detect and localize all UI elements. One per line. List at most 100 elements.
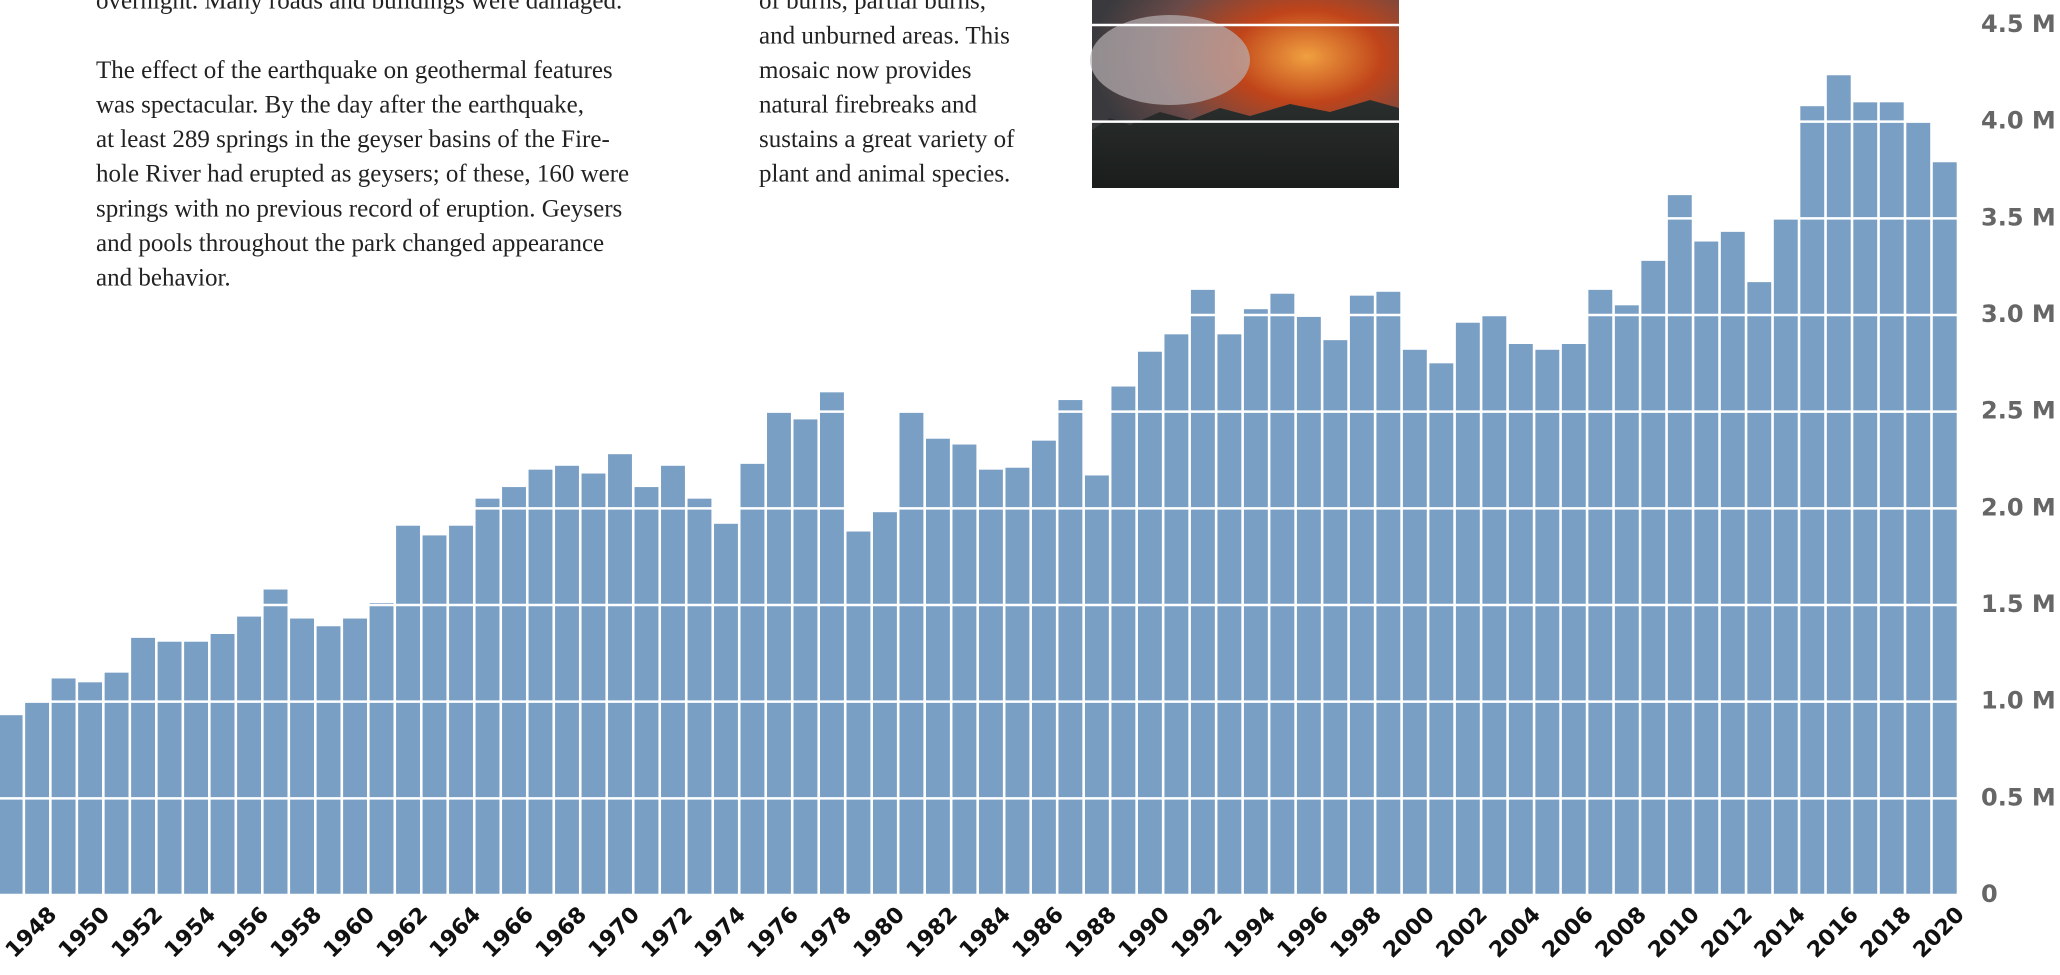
bar <box>237 616 262 895</box>
x-tick-label: 1996 <box>1273 902 1334 963</box>
bar <box>1773 218 1798 896</box>
bar <box>1376 291 1401 895</box>
y-tick-label: 3.0 M <box>1981 300 2056 328</box>
x-tick-label: 1974 <box>690 902 751 963</box>
bar <box>1190 289 1215 895</box>
bar <box>1164 334 1189 895</box>
bar <box>846 531 871 895</box>
bar <box>1561 344 1586 895</box>
bar <box>1800 106 1825 895</box>
bar <box>872 512 897 895</box>
fire-photo <box>1090 0 1399 188</box>
bar <box>1853 102 1878 896</box>
bar <box>51 678 76 895</box>
bar <box>475 498 500 895</box>
x-tick-label: 2016 <box>1803 902 1864 963</box>
bar <box>131 637 156 895</box>
x-tick-label: 1954 <box>160 902 221 963</box>
x-tick-label: 1964 <box>425 902 486 963</box>
y-tick-label: 3.5 M <box>1981 203 2056 231</box>
x-tick-label: 1998 <box>1326 902 1387 963</box>
x-tick-label: 2010 <box>1644 902 1705 963</box>
x-tick-label: 1978 <box>796 902 857 963</box>
bar <box>157 641 182 895</box>
x-tick-label: 2002 <box>1432 902 1493 963</box>
bar <box>104 672 129 895</box>
bar <box>210 634 235 895</box>
bar <box>1323 340 1348 896</box>
bar <box>1535 349 1560 895</box>
bar <box>1349 295 1374 896</box>
bar <box>767 411 791 895</box>
bar <box>502 487 526 895</box>
y-tick-label: 0 <box>1981 880 1998 908</box>
y-tick-label: 2.5 M <box>1981 397 2056 425</box>
x-tick-label: 1980 <box>849 902 910 963</box>
bar <box>1084 475 1109 895</box>
bar <box>0 715 23 895</box>
bar <box>1826 75 1851 896</box>
bar <box>1429 363 1454 895</box>
y-tick-label: 2.0 M <box>1981 493 2056 521</box>
paragraph-line: mosaic now provides <box>759 57 971 84</box>
bar <box>608 454 632 895</box>
paragraph-line: and unburned areas. This <box>759 22 1010 49</box>
bar <box>1932 162 1957 895</box>
bar <box>1137 351 1162 895</box>
bar <box>343 618 367 895</box>
bar <box>290 618 314 895</box>
bar <box>925 438 950 895</box>
y-tick-label: 1.5 M <box>1981 590 2056 618</box>
bar <box>316 626 341 895</box>
paragraph-line: at least 289 springs in the geyser basin… <box>96 126 610 153</box>
x-tick-label: 1982 <box>902 902 963 963</box>
x-tick-label: 1984 <box>955 902 1016 963</box>
x-tick-label: 1988 <box>1061 902 1122 963</box>
x-tick-label: 1990 <box>1114 902 1175 963</box>
bar <box>1243 309 1268 895</box>
paragraph-line: The effect of the earthquake on geotherm… <box>96 57 613 84</box>
paragraph-line: natural firebreaks and <box>759 92 977 119</box>
bar <box>1879 102 1904 896</box>
x-tick-label: 2006 <box>1538 902 1599 963</box>
paragraph-line: of burns, partial burns, <box>759 0 986 15</box>
bar <box>1667 195 1692 896</box>
x-tick-label: 1960 <box>319 902 380 963</box>
bar <box>634 487 659 895</box>
paragraph-line: overnight. Many roads and buildings were… <box>96 0 622 15</box>
bar <box>1641 260 1666 895</box>
bar <box>1747 282 1772 896</box>
bar <box>555 465 579 895</box>
x-tick-label: 1972 <box>637 902 698 963</box>
bar <box>422 535 447 895</box>
x-tick-label: 2020 <box>1909 902 1970 963</box>
bar <box>820 392 844 895</box>
bar <box>78 682 103 895</box>
bar <box>263 589 288 895</box>
x-tick-label: 2008 <box>1591 902 1652 963</box>
bar <box>528 469 553 895</box>
bar <box>793 419 818 895</box>
bar <box>1508 344 1533 895</box>
y-tick-label: 4.0 M <box>1981 107 2056 135</box>
x-tick-label: 1970 <box>584 902 645 963</box>
paragraph-line: springs with no previous record of erupt… <box>96 195 622 222</box>
bar <box>687 498 712 895</box>
paragraph-line: plant and animal species. <box>759 161 1010 188</box>
bar <box>581 473 606 895</box>
y-tick-label: 1.0 M <box>1981 687 2056 715</box>
paragraph-line: sustains a great variety of <box>759 126 1015 153</box>
paragraph-line: hole River had erupted as geysers; of th… <box>96 161 629 188</box>
bar <box>1058 400 1083 895</box>
bar <box>952 444 977 895</box>
x-tick-label: 1956 <box>213 902 274 963</box>
x-tick-label: 1968 <box>531 902 592 963</box>
x-tick-label: 1966 <box>478 902 539 963</box>
bar <box>1402 349 1427 895</box>
bar <box>1005 467 1030 895</box>
plot-area <box>0 23 1958 897</box>
bar <box>1720 231 1745 895</box>
x-tick-label: 1986 <box>1008 902 1069 963</box>
